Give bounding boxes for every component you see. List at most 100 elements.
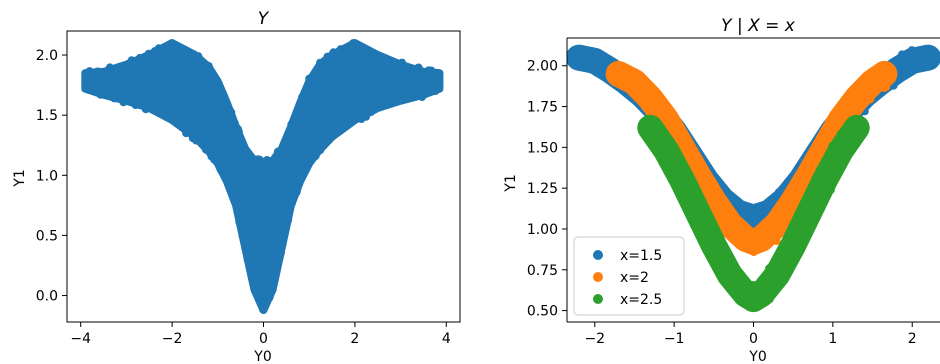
scatter-point <box>287 120 296 129</box>
scatter-point <box>749 291 758 300</box>
scatter-point <box>858 97 867 106</box>
scatter-point <box>585 60 594 69</box>
scatter-point <box>778 217 787 226</box>
scatter-point <box>288 198 296 207</box>
y-ticks-right: 0.50 0.75 1.00 1.25 1.50 1.75 2.00 <box>527 59 567 320</box>
scatter-point <box>276 248 285 257</box>
scatter-point <box>732 201 741 210</box>
scatter-point <box>254 155 262 164</box>
scatter-point <box>698 179 707 188</box>
scatter-point <box>749 248 758 257</box>
x-axis-label-left: Y0 <box>253 349 271 364</box>
scatter-point <box>828 141 837 150</box>
scatter-point <box>830 149 839 157</box>
scatter-point <box>703 190 712 199</box>
scatter-point <box>781 242 790 251</box>
scatter-point <box>298 93 307 101</box>
scatter-point <box>905 57 914 66</box>
scatter-point <box>843 100 852 109</box>
legend-label-x25: x=2.5 <box>620 292 662 308</box>
scatter-point <box>383 57 392 66</box>
scatter-point <box>596 63 605 72</box>
scatter-point <box>127 56 136 65</box>
scatter-point <box>280 228 289 237</box>
scatter-point <box>235 218 244 226</box>
x-tick-label: −4 <box>70 331 91 347</box>
scatter-point <box>741 287 750 296</box>
scatter-point <box>772 237 781 245</box>
scatter-point <box>898 50 906 59</box>
y-tick-label: 1.00 <box>527 222 558 238</box>
x-tick-label: 1 <box>828 331 837 347</box>
scatter-point <box>732 279 741 287</box>
scatter-point <box>770 227 778 236</box>
scatter-point <box>733 286 742 295</box>
scatter-point <box>204 63 213 71</box>
scatter-point <box>717 256 726 265</box>
legend-marker-x25 <box>593 294 603 304</box>
y-tick-label: 1.0 <box>36 168 58 184</box>
scatter-point <box>826 185 835 194</box>
scatter-point <box>282 135 291 144</box>
scatter-point <box>874 63 883 72</box>
scatter-point <box>907 46 916 55</box>
scatter-point <box>183 47 192 56</box>
scatter-point <box>727 216 736 225</box>
scatter-point <box>238 232 247 241</box>
legend-label-x15: x=1.5 <box>620 248 662 264</box>
scatter-point <box>842 137 851 146</box>
scatter-point <box>774 188 783 197</box>
scatter-point <box>217 86 226 95</box>
scatter-point <box>353 42 361 51</box>
scatter-point <box>110 94 119 103</box>
y-tick-label: 1.25 <box>527 181 558 197</box>
scatter-point <box>166 42 175 51</box>
scatter-point <box>411 65 420 74</box>
scatter-point <box>391 59 400 68</box>
scatter-point <box>620 81 629 89</box>
scatter-point <box>319 60 328 69</box>
scatter-point <box>782 265 791 274</box>
scatter-point <box>247 272 256 281</box>
scatter-point <box>270 156 279 165</box>
scatter-point <box>834 121 843 130</box>
scatter-point <box>245 151 254 160</box>
scatter-point <box>686 192 695 201</box>
scatter-point <box>739 227 748 236</box>
scatter-point <box>96 90 105 99</box>
scatter-point <box>131 101 140 110</box>
scatter-point <box>350 114 359 123</box>
scatter-point <box>367 108 375 116</box>
x-tick-label: 2 <box>350 331 359 347</box>
scatter-point <box>866 95 875 104</box>
scatter-point <box>696 172 705 181</box>
x-axis-label-right: Y0 <box>748 349 766 364</box>
scatter-point <box>785 188 794 197</box>
scatter-point <box>84 84 93 93</box>
x-tick-label: −1 <box>664 331 685 347</box>
scatter-point <box>313 66 321 75</box>
scatter-point <box>670 162 679 171</box>
plot-area-right <box>567 44 940 313</box>
scatter-cloud <box>81 39 444 314</box>
scatter-point <box>748 281 757 289</box>
scatter-point <box>234 127 243 136</box>
scatter-point <box>800 177 809 186</box>
x-tick-label: 0 <box>259 331 268 347</box>
scatter-point <box>141 105 150 114</box>
scatter-point <box>836 129 845 138</box>
scatter-point <box>882 83 891 91</box>
scatter-point <box>210 155 219 164</box>
y-tick-label: 0.75 <box>527 263 558 279</box>
scatter-point <box>816 165 825 174</box>
y-axis-label-left: Y1 <box>12 169 28 187</box>
legend-marker-x2 <box>593 272 603 282</box>
scatter-point <box>681 183 690 192</box>
scatter-point <box>119 98 128 107</box>
scatter-point <box>592 49 601 58</box>
y-tick-label: 1.50 <box>527 140 558 156</box>
chart-left: −4 −2 0 2 4 0.0 0.5 1.0 1.5 2.0 Y Y0 Y1 <box>12 9 461 364</box>
scatter-point <box>813 201 822 210</box>
scatter-point <box>656 139 665 147</box>
